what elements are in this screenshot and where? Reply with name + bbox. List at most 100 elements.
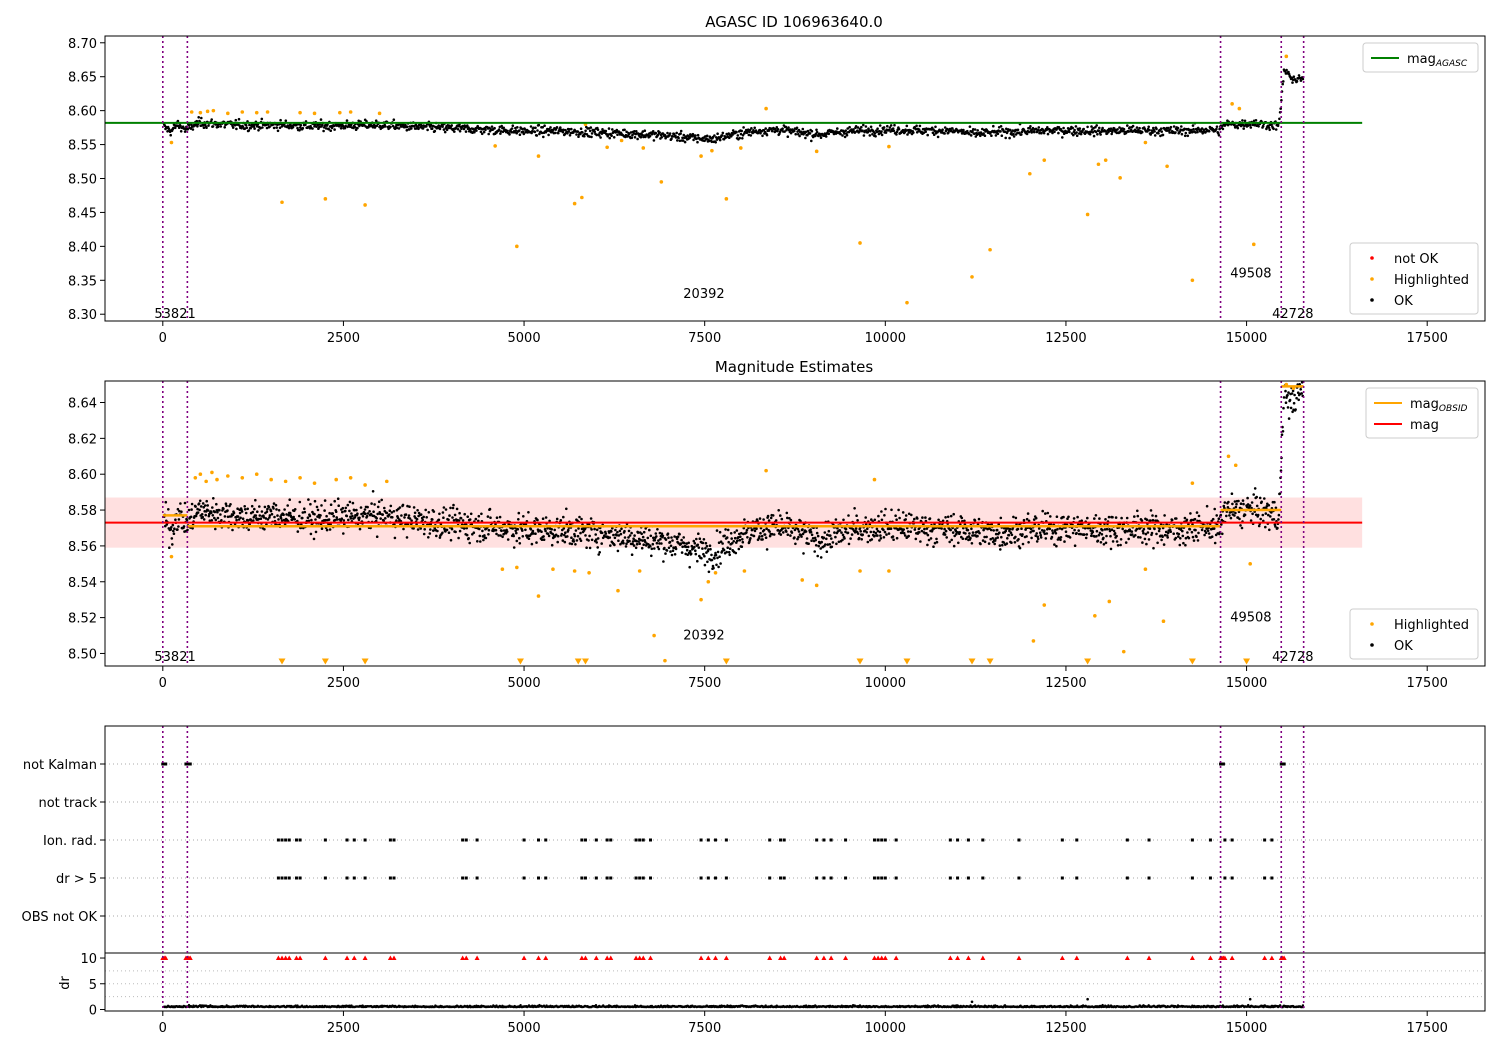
flag-marker — [461, 838, 465, 842]
ok-point — [1181, 534, 1185, 538]
flag-marker — [641, 876, 645, 880]
ok-point — [758, 517, 762, 520]
ok-point — [1251, 512, 1254, 516]
ok-point — [970, 542, 974, 545]
ok-point — [1274, 506, 1278, 510]
ok-point — [1284, 389, 1287, 393]
ok-point — [1068, 536, 1072, 539]
ok-point — [1276, 526, 1279, 530]
ok-point — [429, 123, 433, 126]
ok-point — [213, 510, 217, 514]
ok-point — [510, 127, 514, 130]
flag-marker — [966, 876, 970, 880]
ok-point — [301, 516, 304, 520]
flag-marker — [544, 876, 548, 880]
flag-marker — [388, 838, 392, 842]
ok-point — [797, 530, 801, 533]
ok-point — [590, 538, 594, 542]
ok-point — [834, 518, 838, 521]
ok-point — [333, 518, 337, 522]
ok-point — [1240, 526, 1244, 530]
flag-marker — [724, 876, 728, 880]
ok-point — [1158, 527, 1161, 531]
ok-point — [168, 546, 171, 549]
ok-point — [906, 530, 910, 533]
ok-point — [879, 537, 883, 540]
ok-point — [427, 536, 430, 539]
ok-point — [1005, 542, 1009, 545]
ok-point — [837, 540, 841, 544]
ok-point — [597, 553, 600, 556]
flag-marker — [287, 838, 291, 842]
flag-row-label: not track — [38, 796, 97, 811]
ok-point — [1095, 535, 1098, 538]
ok-point — [670, 137, 673, 141]
ok-point — [265, 510, 269, 513]
ok-point — [678, 139, 682, 143]
ok-point — [610, 134, 613, 137]
ok-point — [789, 534, 792, 537]
highlighted-point — [363, 483, 367, 487]
ok-point — [1048, 527, 1052, 531]
ok-point — [303, 507, 306, 511]
ok-point — [313, 512, 316, 516]
ok-point — [1056, 528, 1059, 531]
flag-marker — [1223, 876, 1227, 880]
ok-point — [920, 529, 924, 533]
ok-point — [1151, 131, 1154, 134]
ok-point — [293, 508, 297, 511]
ok-point — [1006, 527, 1010, 530]
flag-marker — [580, 838, 584, 842]
ok-point — [495, 516, 499, 519]
ok-point — [816, 554, 819, 558]
ok-point — [1095, 124, 1098, 127]
ok-point — [636, 137, 639, 141]
ok-point — [649, 534, 653, 538]
ok-point — [257, 517, 261, 521]
dr-clipped-marker — [821, 955, 827, 961]
ok-point — [372, 510, 375, 513]
ok-point — [667, 536, 670, 539]
ok-point — [1254, 119, 1258, 122]
x-tick-label: 0 — [159, 676, 167, 691]
ok-point — [1068, 130, 1071, 134]
dr-clipped-marker — [391, 955, 397, 961]
ok-point — [1233, 514, 1236, 517]
ok-point — [667, 546, 671, 550]
ok-point — [1046, 511, 1050, 515]
ok-point — [850, 533, 854, 536]
ok-point — [642, 543, 645, 546]
legend-marker — [1370, 256, 1374, 260]
highlighted-point — [713, 570, 718, 575]
dr-clipped-marker — [1229, 955, 1235, 961]
ok-point — [718, 555, 721, 558]
ok-point — [641, 535, 645, 539]
ok-point — [501, 535, 504, 539]
legend-label: Highlighted — [1394, 273, 1469, 288]
ok-point — [800, 535, 803, 538]
ok-point — [663, 546, 666, 550]
ok-point — [579, 531, 582, 535]
ok-point — [547, 534, 551, 538]
ok-point — [720, 134, 724, 137]
ok-point — [1138, 126, 1141, 130]
ok-point — [346, 503, 350, 507]
highlighted-point — [872, 477, 877, 482]
flag-marker — [779, 838, 783, 842]
ok-point — [854, 527, 858, 530]
highlighted-point — [215, 477, 219, 482]
ok-point — [1286, 406, 1290, 409]
ok-point — [686, 545, 690, 549]
ok-point — [870, 518, 873, 521]
ok-point — [1097, 533, 1101, 537]
ok-point — [523, 128, 527, 131]
ok-point — [521, 130, 525, 133]
ok-point — [698, 537, 702, 540]
ok-point — [758, 535, 761, 538]
flag-marker — [1125, 838, 1129, 842]
flag-marker — [1147, 838, 1151, 842]
ok-point — [1170, 518, 1174, 522]
ok-point — [405, 536, 409, 539]
